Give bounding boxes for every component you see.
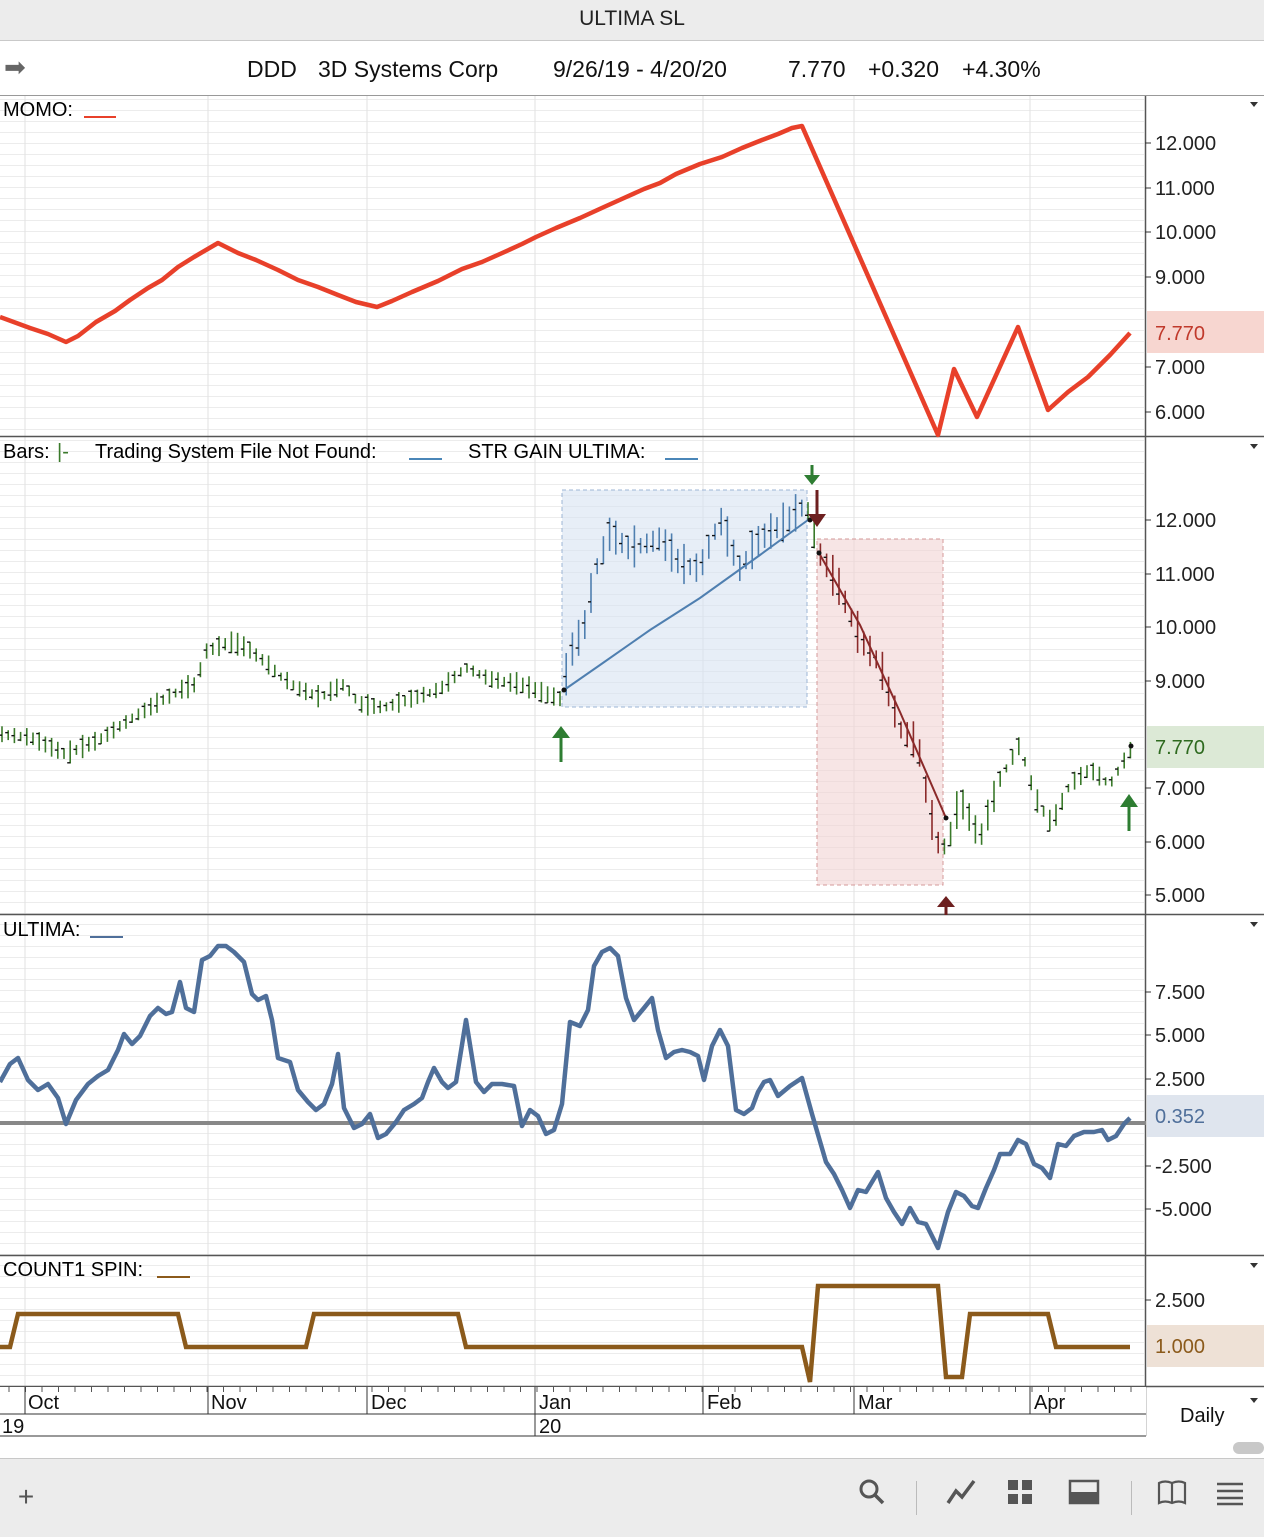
price-panel-menu-icon[interactable] xyxy=(1250,444,1258,449)
price-change: +0.320 xyxy=(868,56,939,82)
month-label: Oct xyxy=(28,1392,60,1414)
count1-tick: 2.500 xyxy=(1155,1290,1205,1312)
toolbar-separator xyxy=(1131,1481,1132,1515)
cover-arrow-icon xyxy=(937,896,955,915)
panel-icon[interactable] xyxy=(1064,1477,1104,1517)
x-axis-bg xyxy=(0,1387,1146,1436)
chart-area[interactable]: MOMO: 12.000 11.000 10.000 9.000 7.000 6… xyxy=(0,96,1264,1458)
ultima-panel-menu-icon[interactable] xyxy=(1250,922,1258,927)
forward-arrow-icon[interactable]: ➡ xyxy=(4,52,26,82)
long-trade-trend-line xyxy=(563,519,809,691)
count1-line xyxy=(0,1283,1130,1383)
toolbar-separator xyxy=(916,1481,917,1515)
period-menu-icon[interactable] xyxy=(1250,1398,1258,1403)
window-title: ULTIMA SL xyxy=(579,7,685,30)
month-gridlines xyxy=(24,96,1031,1386)
window-titlebar: ULTIMA SL xyxy=(0,0,1264,41)
short-trade-box[interactable] xyxy=(816,538,944,886)
sell-arrow-icon xyxy=(808,490,826,527)
bars-label: Bars: xyxy=(3,441,50,463)
trading-system-label: Trading System File Not Found: xyxy=(95,441,377,463)
price-tick: 11.000 xyxy=(1155,564,1215,586)
momo-tick: 6.000 xyxy=(1155,402,1205,424)
count1-label: COUNT1 SPIN: xyxy=(3,1259,143,1281)
ultima-tick: 5.000 xyxy=(1155,1025,1205,1047)
x-axis-month-labels: Oct Nov Dec Jan Feb Mar Apr 19 20 xyxy=(2,1392,1065,1438)
search-icon[interactable] xyxy=(852,1477,892,1517)
short-trade-trend-line xyxy=(818,552,947,819)
price-badge-text: 7.770 xyxy=(1155,737,1205,759)
symbol-info-bar: ➡ DDD 3D Systems Corp 9/26/19 - 4/20/20 … xyxy=(0,41,1264,96)
menu-icon[interactable] xyxy=(1210,1477,1250,1517)
trade-entry-points xyxy=(561,517,1134,821)
price-tick: 5.000 xyxy=(1155,885,1205,907)
count-panel-bg xyxy=(0,1256,1144,1386)
momo-tick: 12.000 xyxy=(1155,133,1216,155)
bars-legend-glyph: |- xyxy=(57,441,69,463)
momo-tick: 11.000 xyxy=(1155,178,1215,200)
ultima-badge-text: 0.352 xyxy=(1155,1106,1205,1128)
month-label: Dec xyxy=(371,1392,407,1414)
price-tick: 7.000 xyxy=(1155,778,1205,800)
month-label: Apr xyxy=(1034,1392,1065,1414)
month-label: Nov xyxy=(211,1392,247,1414)
x-axis-minor-ticks xyxy=(8,1387,1132,1392)
month-label: Mar xyxy=(858,1392,893,1414)
plus-icon[interactable]: + xyxy=(17,1481,35,1512)
count1-badge-text: 1.000 xyxy=(1155,1336,1205,1358)
str-gain-label: STR GAIN ULTIMA: xyxy=(468,441,645,463)
date-range: 9/26/19 - 4/20/20 xyxy=(553,56,727,82)
last-price: 7.770 xyxy=(788,56,846,82)
period-selector[interactable]: Daily xyxy=(1180,1405,1224,1427)
momo-panel-bg xyxy=(0,96,1144,436)
momo-label: MOMO: xyxy=(3,99,73,121)
buy-arrow-icon xyxy=(552,726,570,762)
count1-panel-menu-icon[interactable] xyxy=(1250,1263,1258,1268)
momo-axis-ticks: 12.000 11.000 10.000 9.000 7.000 6.000 xyxy=(1155,133,1216,424)
grid-icon[interactable] xyxy=(1000,1477,1040,1517)
ultima-tick: 7.500 xyxy=(1155,982,1205,1004)
panel-dividers xyxy=(0,96,1264,1436)
exit-arrow-icon xyxy=(804,465,820,485)
line-chart-icon[interactable] xyxy=(942,1477,982,1517)
buy-arrow-icon xyxy=(1120,794,1138,831)
x-axis-month-separators xyxy=(0,1387,1146,1437)
month-label: Jan xyxy=(539,1392,571,1414)
price-value-badge xyxy=(1147,726,1264,768)
month-label: Feb xyxy=(707,1392,741,1414)
price-bars xyxy=(0,494,1132,855)
momo-line xyxy=(0,123,1132,438)
momo-tick: 7.000 xyxy=(1155,357,1205,379)
ultima-tick: -5.000 xyxy=(1155,1199,1212,1221)
momo-tick-marks xyxy=(1145,142,1151,413)
ultima-tick: 2.500 xyxy=(1155,1069,1205,1091)
price-tick: 6.000 xyxy=(1155,832,1205,854)
momo-tick: 9.000 xyxy=(1155,267,1205,289)
count1-value-badge xyxy=(1147,1325,1264,1367)
momo-value-badge xyxy=(1147,311,1264,353)
long-trade-box[interactable] xyxy=(561,489,808,708)
company-name: 3D Systems Corp xyxy=(318,56,499,82)
price-axis-ticks: 12.000 11.000 10.000 9.000 7.000 6.000 5… xyxy=(1155,510,1216,907)
bottom-toolbar: + xyxy=(0,1458,1264,1537)
momo-tick: 10.000 xyxy=(1155,222,1216,244)
symbol-ticker[interactable]: DDD xyxy=(247,56,297,82)
ultima-tick-marks xyxy=(1145,991,1151,1210)
price-tick: 10.000 xyxy=(1155,617,1216,639)
ultima-line xyxy=(0,943,1132,1251)
price-tick: 9.000 xyxy=(1155,671,1205,693)
ultima-label: ULTIMA: xyxy=(3,919,80,941)
momo-badge-text: 7.770 xyxy=(1155,323,1205,345)
ultima-axis-ticks: 7.500 5.000 2.500 -2.500 -5.000 xyxy=(1155,982,1212,1221)
price-tick: 12.000 xyxy=(1155,510,1216,532)
price-tick-marks xyxy=(1145,519,1151,896)
ultima-tick: -2.500 xyxy=(1155,1156,1212,1178)
year-label: 20 xyxy=(539,1416,561,1438)
book-icon[interactable] xyxy=(1152,1477,1192,1517)
momo-panel-menu-icon[interactable] xyxy=(1250,102,1258,107)
price-change-percent: +4.30% xyxy=(962,56,1041,82)
year-label: 19 xyxy=(2,1416,24,1438)
ultima-value-badge xyxy=(1147,1095,1264,1137)
horizontal-scrollbar[interactable] xyxy=(1233,1442,1264,1454)
